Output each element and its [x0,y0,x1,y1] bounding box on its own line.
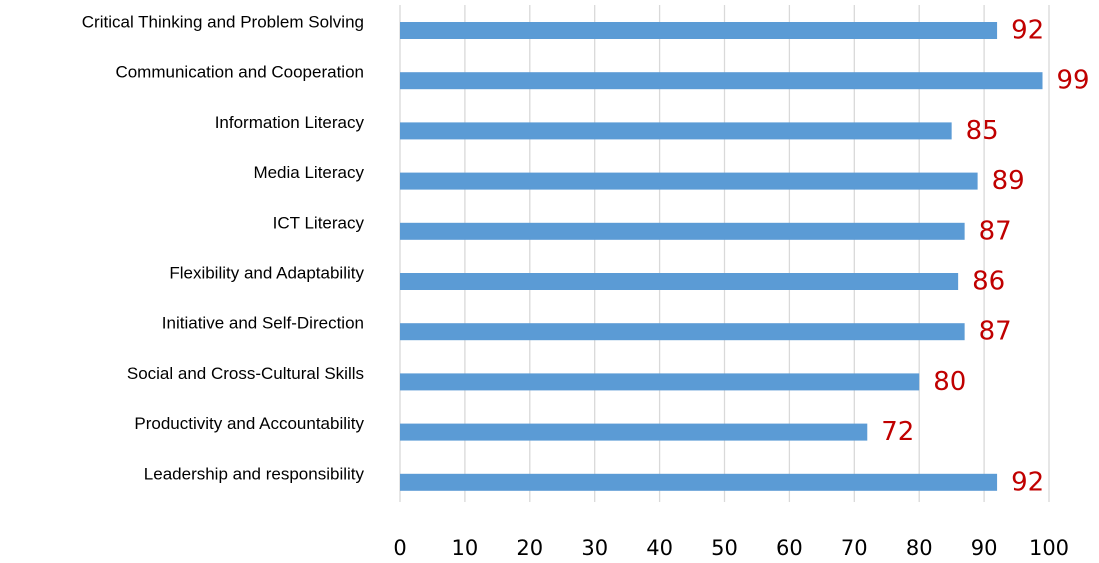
bar-3 [400,122,952,140]
x-tick-label-70: 70 [841,536,868,560]
x-tick-label-100: 100 [1029,536,1069,560]
data-label-10: 92 [1011,467,1044,497]
data-labels: 92 99 85 89 87 86 87 80 72 92 [881,16,1089,498]
data-label-6: 86 [972,267,1005,297]
bar-5 [400,222,965,240]
bar-4 [400,172,978,190]
bar-1 [400,22,998,39]
category-label-9: Productivity and Accountability [134,414,364,433]
x-tick-label-10: 10 [452,536,479,560]
x-tick-label-30: 30 [581,536,608,560]
category-label-1: Critical Thinking and Problem Solving [82,13,364,32]
data-label-4: 89 [992,166,1025,196]
category-label-2: Communication and Cooperation [115,63,364,82]
x-axis-tick-labels: 0 10 20 30 40 50 60 70 80 90 100 [393,536,1069,560]
x-tick-label-20: 20 [516,536,543,560]
category-label-8: Social and Cross-Cultural Skills [127,364,364,383]
x-tick-label-90: 90 [971,536,998,560]
bar-2 [400,72,1043,90]
x-tick-label-50: 50 [711,536,738,560]
category-label-6: Flexibility and Adaptability [169,264,364,283]
x-tick-label-60: 60 [776,536,803,560]
bar-6 [400,273,959,290]
x-tick-label-40: 40 [646,536,673,560]
category-label-4: Media Literacy [253,163,364,182]
data-label-5: 87 [979,216,1012,246]
category-label-7: Initiative and Self-Direction [162,314,364,333]
bar-9 [400,423,868,441]
data-label-1: 92 [1011,16,1044,46]
category-label-5: ICT Literacy [273,213,365,232]
category-label-3: Information Literacy [215,113,365,132]
category-label-10: Leadership and responsibility [144,464,365,483]
data-label-7: 87 [979,317,1012,347]
data-label-2: 99 [1057,66,1090,96]
x-tick-label-80: 80 [906,536,933,560]
data-label-9: 72 [881,417,914,447]
data-label-8: 80 [933,367,966,397]
category-labels: Critical Thinking and Problem Solving Com… [82,13,365,484]
bar-7 [400,323,965,341]
bars [400,22,1043,491]
data-label-3: 85 [966,116,999,146]
bar-8 [400,373,920,391]
bar-10 [400,473,998,491]
x-tick-label-0: 0 [393,536,406,560]
